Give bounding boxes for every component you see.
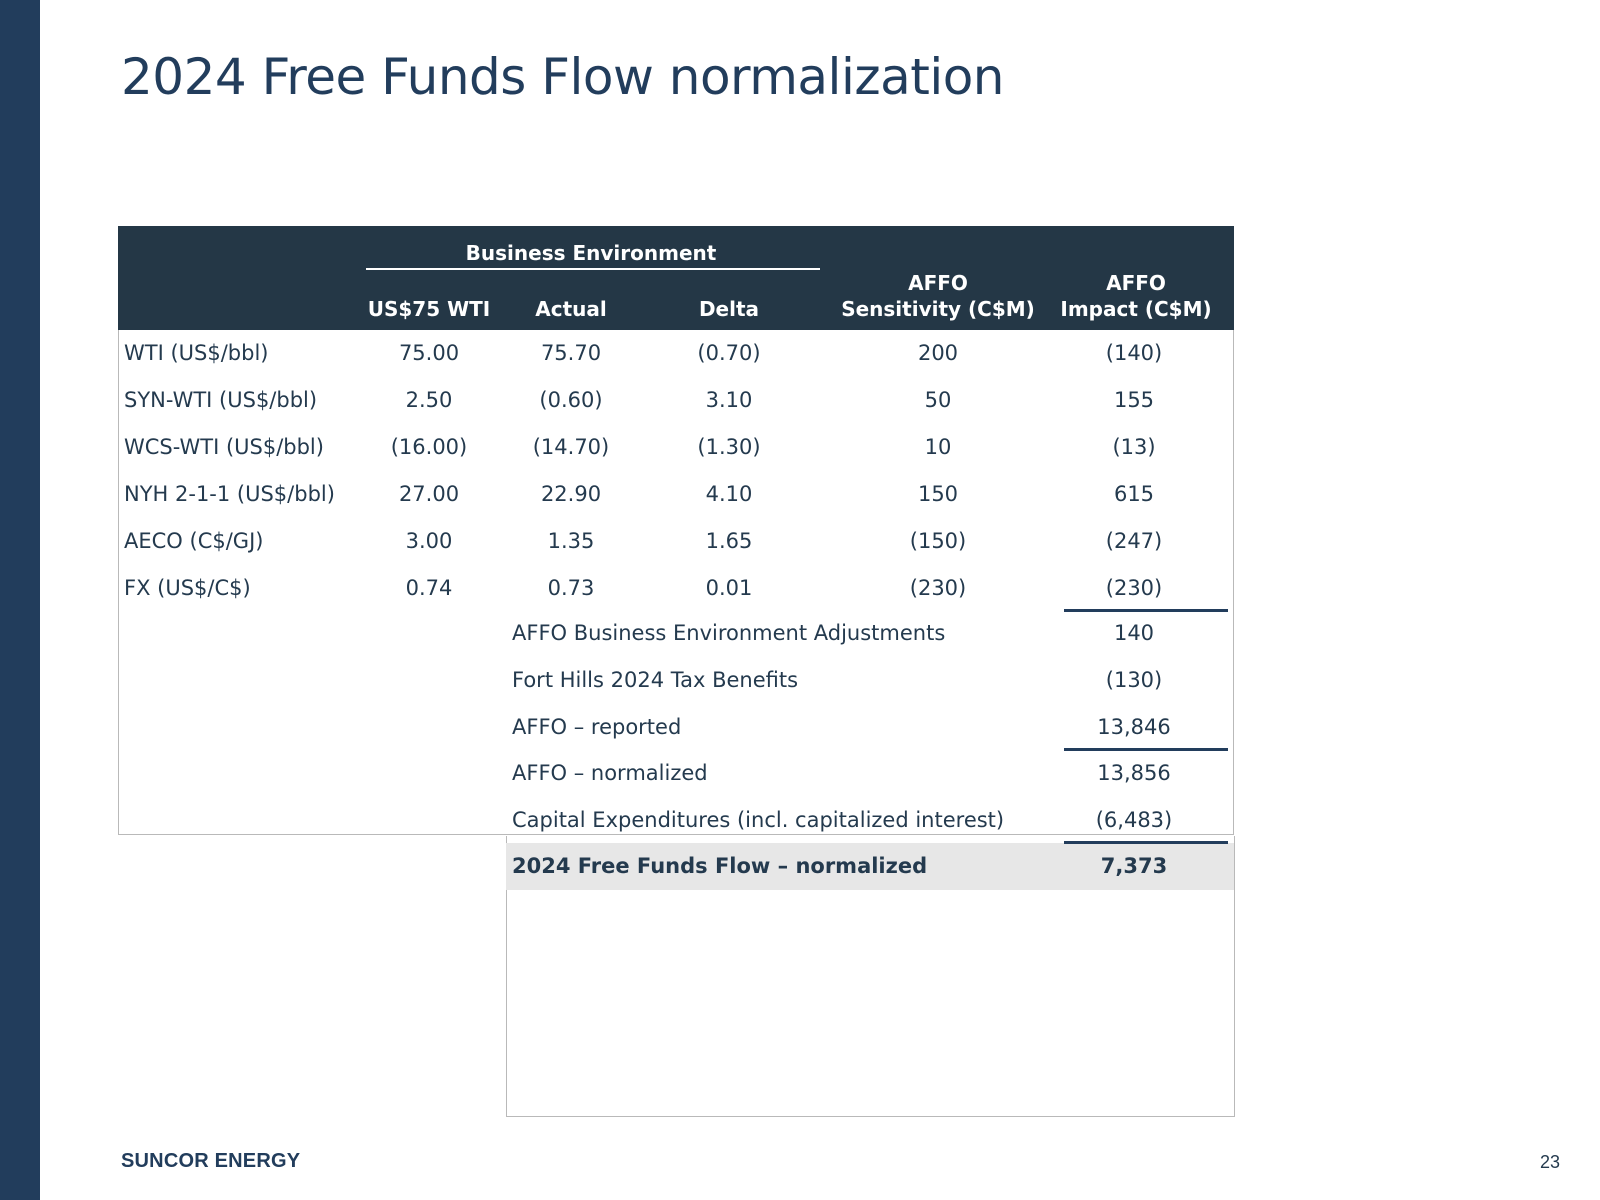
row-label: WTI (US$/bbl) <box>124 341 269 365</box>
cell-delta: (1.30) <box>697 435 761 459</box>
header-us75-wti: US$75 WTI <box>367 297 491 321</box>
summary-row: AFFO – reported 13,846 <box>506 704 1234 751</box>
cell-actual: (14.70) <box>532 435 610 459</box>
subtotal-rule <box>1064 609 1228 612</box>
header-impact-line1: AFFO <box>1106 271 1166 295</box>
table-body <box>118 330 1234 835</box>
cell-us75-wti: 2.50 <box>405 388 453 412</box>
group-header-rule <box>366 268 820 270</box>
total-row: 2024 Free Funds Flow – normalized 7,373 <box>506 843 1234 890</box>
cell-delta: (0.70) <box>697 341 761 365</box>
summary-label: AFFO – normalized <box>512 761 708 785</box>
table-row: NYH 2-1-1 (US$/bbl) 27.00 22.90 4.10 150… <box>118 471 1234 518</box>
summary-label: Capital Expenditures (incl. capitalized … <box>512 808 1005 832</box>
cell-actual: (0.60) <box>539 388 603 412</box>
row-label: AECO (C$/GJ) <box>124 529 264 553</box>
table-row: WCS-WTI (US$/bbl) (16.00) (14.70) (1.30)… <box>118 424 1234 471</box>
summary-row: Capital Expenditures (incl. capitalized … <box>506 797 1234 844</box>
row-label: FX (US$/C$) <box>124 576 251 600</box>
total-value: 7,373 <box>1100 854 1168 878</box>
summary-label: AFFO – reported <box>512 715 682 739</box>
cell-impact: (230) <box>1105 576 1163 600</box>
cell-us75-wti: 0.74 <box>405 576 453 600</box>
summary-label: Fort Hills 2024 Tax Benefits <box>512 668 799 692</box>
cell-delta: 3.10 <box>705 388 753 412</box>
cell-sensitivity: (150) <box>909 529 967 553</box>
cell-us75-wti: 3.00 <box>405 529 453 553</box>
summary-value: 13,846 <box>1097 715 1171 739</box>
cell-sensitivity: 50 <box>924 388 952 412</box>
page-number: 23 <box>1540 1152 1561 1172</box>
header-delta: Delta <box>698 297 760 321</box>
summary-value: 140 <box>1113 621 1155 645</box>
cell-sensitivity: 10 <box>924 435 952 459</box>
cell-actual: 1.35 <box>547 529 595 553</box>
cell-us75-wti: 27.00 <box>398 482 460 506</box>
header-sensitivity-line2: Sensitivity (C$M) <box>841 297 1035 321</box>
cell-actual: 22.90 <box>540 482 602 506</box>
table-header: Business Environment US$75 WTI Actual De… <box>118 226 1234 330</box>
side-accent-bar <box>0 0 40 1200</box>
summary-value: (130) <box>1105 668 1163 692</box>
row-label: SYN-WTI (US$/bbl) <box>124 388 318 412</box>
summary-block <box>506 836 1235 1117</box>
cell-sensitivity: 150 <box>917 482 959 506</box>
table-row: FX (US$/C$) 0.74 0.73 0.01 (230) (230) <box>118 565 1234 612</box>
summary-row: AFFO Business Environment Adjustments 14… <box>506 610 1234 657</box>
subtotal-rule <box>1064 748 1228 751</box>
table-row: AECO (C$/GJ) 3.00 1.35 1.65 (150) (247) <box>118 518 1234 565</box>
cell-impact: 615 <box>1113 482 1155 506</box>
table-row: SYN-WTI (US$/bbl) 2.50 (0.60) 3.10 50 15… <box>118 377 1234 424</box>
total-label: 2024 Free Funds Flow – normalized <box>512 854 928 878</box>
header-actual: Actual <box>535 297 607 321</box>
cell-actual: 75.70 <box>540 341 602 365</box>
cell-impact: (13) <box>1112 435 1156 459</box>
header-impact-line2: Impact (C$M) <box>1060 297 1212 321</box>
cell-impact: (140) <box>1105 341 1163 365</box>
group-header-business-environment: Business Environment <box>465 241 717 265</box>
summary-value: 13,856 <box>1097 761 1171 785</box>
cell-sensitivity: 200 <box>917 341 959 365</box>
cell-sensitivity: (230) <box>909 576 967 600</box>
company-logo-text: SUNCOR ENERGY <box>121 1150 301 1172</box>
cell-delta: 4.10 <box>705 482 753 506</box>
page-title: 2024 Free Funds Flow normalization <box>121 48 1005 106</box>
row-label: NYH 2-1-1 (US$/bbl) <box>124 482 335 506</box>
summary-row: Fort Hills 2024 Tax Benefits (130) <box>506 657 1234 704</box>
header-sensitivity-line1: AFFO <box>908 271 968 295</box>
cell-delta: 1.65 <box>705 529 753 553</box>
summary-value: (6,483) <box>1095 808 1173 832</box>
cell-us75-wti: (16.00) <box>390 435 468 459</box>
summary-row: AFFO – normalized 13,856 <box>506 750 1234 797</box>
ffo-normalization-table: Business Environment US$75 WTI Actual De… <box>118 226 1235 1117</box>
cell-impact: 155 <box>1113 388 1155 412</box>
cell-impact: (247) <box>1105 529 1163 553</box>
cell-delta: 0.01 <box>705 576 753 600</box>
cell-us75-wti: 75.00 <box>398 341 460 365</box>
summary-label: AFFO Business Environment Adjustments <box>512 621 946 645</box>
cell-actual: 0.73 <box>547 576 595 600</box>
row-label: WCS-WTI (US$/bbl) <box>124 435 324 459</box>
total-rule <box>1064 841 1228 844</box>
table-row: WTI (US$/bbl) 75.00 75.70 (0.70) 200 (14… <box>118 330 1234 377</box>
